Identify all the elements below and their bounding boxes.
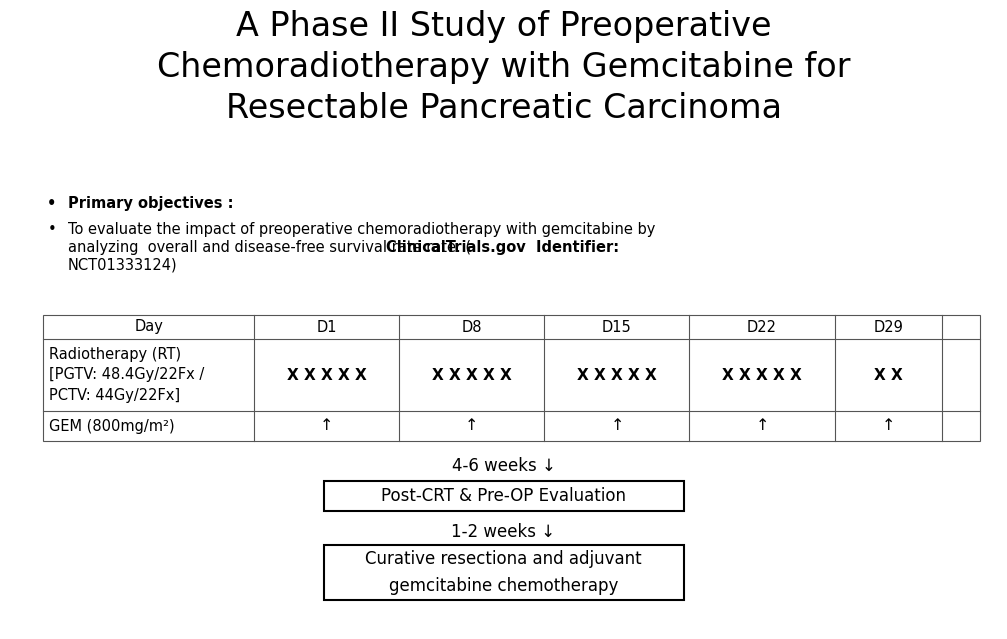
Text: Radiotherapy (RT)
[PGTV: 48.4Gy/22Fx /
PCTV: 44Gy/22Fx]: Radiotherapy (RT) [PGTV: 48.4Gy/22Fx / P… [49, 347, 204, 403]
Text: Curative resectiona and adjuvant
gemcitabine chemotherapy: Curative resectiona and adjuvant gemcita… [366, 550, 641, 595]
Text: Day: Day [134, 320, 163, 334]
Text: X X: X X [874, 367, 903, 383]
Text: ↑: ↑ [465, 419, 478, 433]
Text: 4-6 weeks ↓: 4-6 weeks ↓ [451, 457, 556, 475]
Text: X X X X X: X X X X X [432, 367, 512, 383]
Text: Primary objectives :: Primary objectives : [68, 196, 234, 211]
Text: 1-2 weeks ↓: 1-2 weeks ↓ [451, 523, 556, 541]
Text: •: • [47, 196, 56, 211]
Text: ↑: ↑ [610, 419, 623, 433]
Text: ↑: ↑ [755, 419, 768, 433]
Text: A Phase II Study of Preoperative
Chemoradiotherapy with Gemcitabine for
Resectab: A Phase II Study of Preoperative Chemora… [157, 10, 850, 125]
Bar [323, 545, 684, 600]
Text: ↑: ↑ [882, 419, 895, 433]
Bar [323, 481, 684, 511]
Text: analyzing  overall and disease-free survival rate rate. (: analyzing overall and disease-free survi… [68, 240, 471, 255]
Bar [43, 315, 980, 441]
Text: ClinicalTrials.gov  Identifier:: ClinicalTrials.gov Identifier: [386, 240, 619, 255]
Text: NCT01333124): NCT01333124) [68, 258, 177, 273]
Text: D15: D15 [602, 320, 631, 334]
Text: ↑: ↑ [320, 419, 333, 433]
Text: X X X X X: X X X X X [577, 367, 657, 383]
Text: X X X X X: X X X X X [287, 367, 367, 383]
Text: D22: D22 [747, 320, 777, 334]
Text: To evaluate the impact of preoperative chemoradiotherapy with gemcitabine by: To evaluate the impact of preoperative c… [68, 222, 656, 237]
Text: D8: D8 [461, 320, 482, 334]
Text: X X X X X: X X X X X [722, 367, 802, 383]
Text: Post-CRT & Pre-OP Evaluation: Post-CRT & Pre-OP Evaluation [381, 487, 626, 505]
Text: GEM (800mg/m²): GEM (800mg/m²) [49, 419, 175, 433]
Text: D1: D1 [316, 320, 337, 334]
Text: •: • [47, 222, 56, 237]
Text: D29: D29 [873, 320, 903, 334]
